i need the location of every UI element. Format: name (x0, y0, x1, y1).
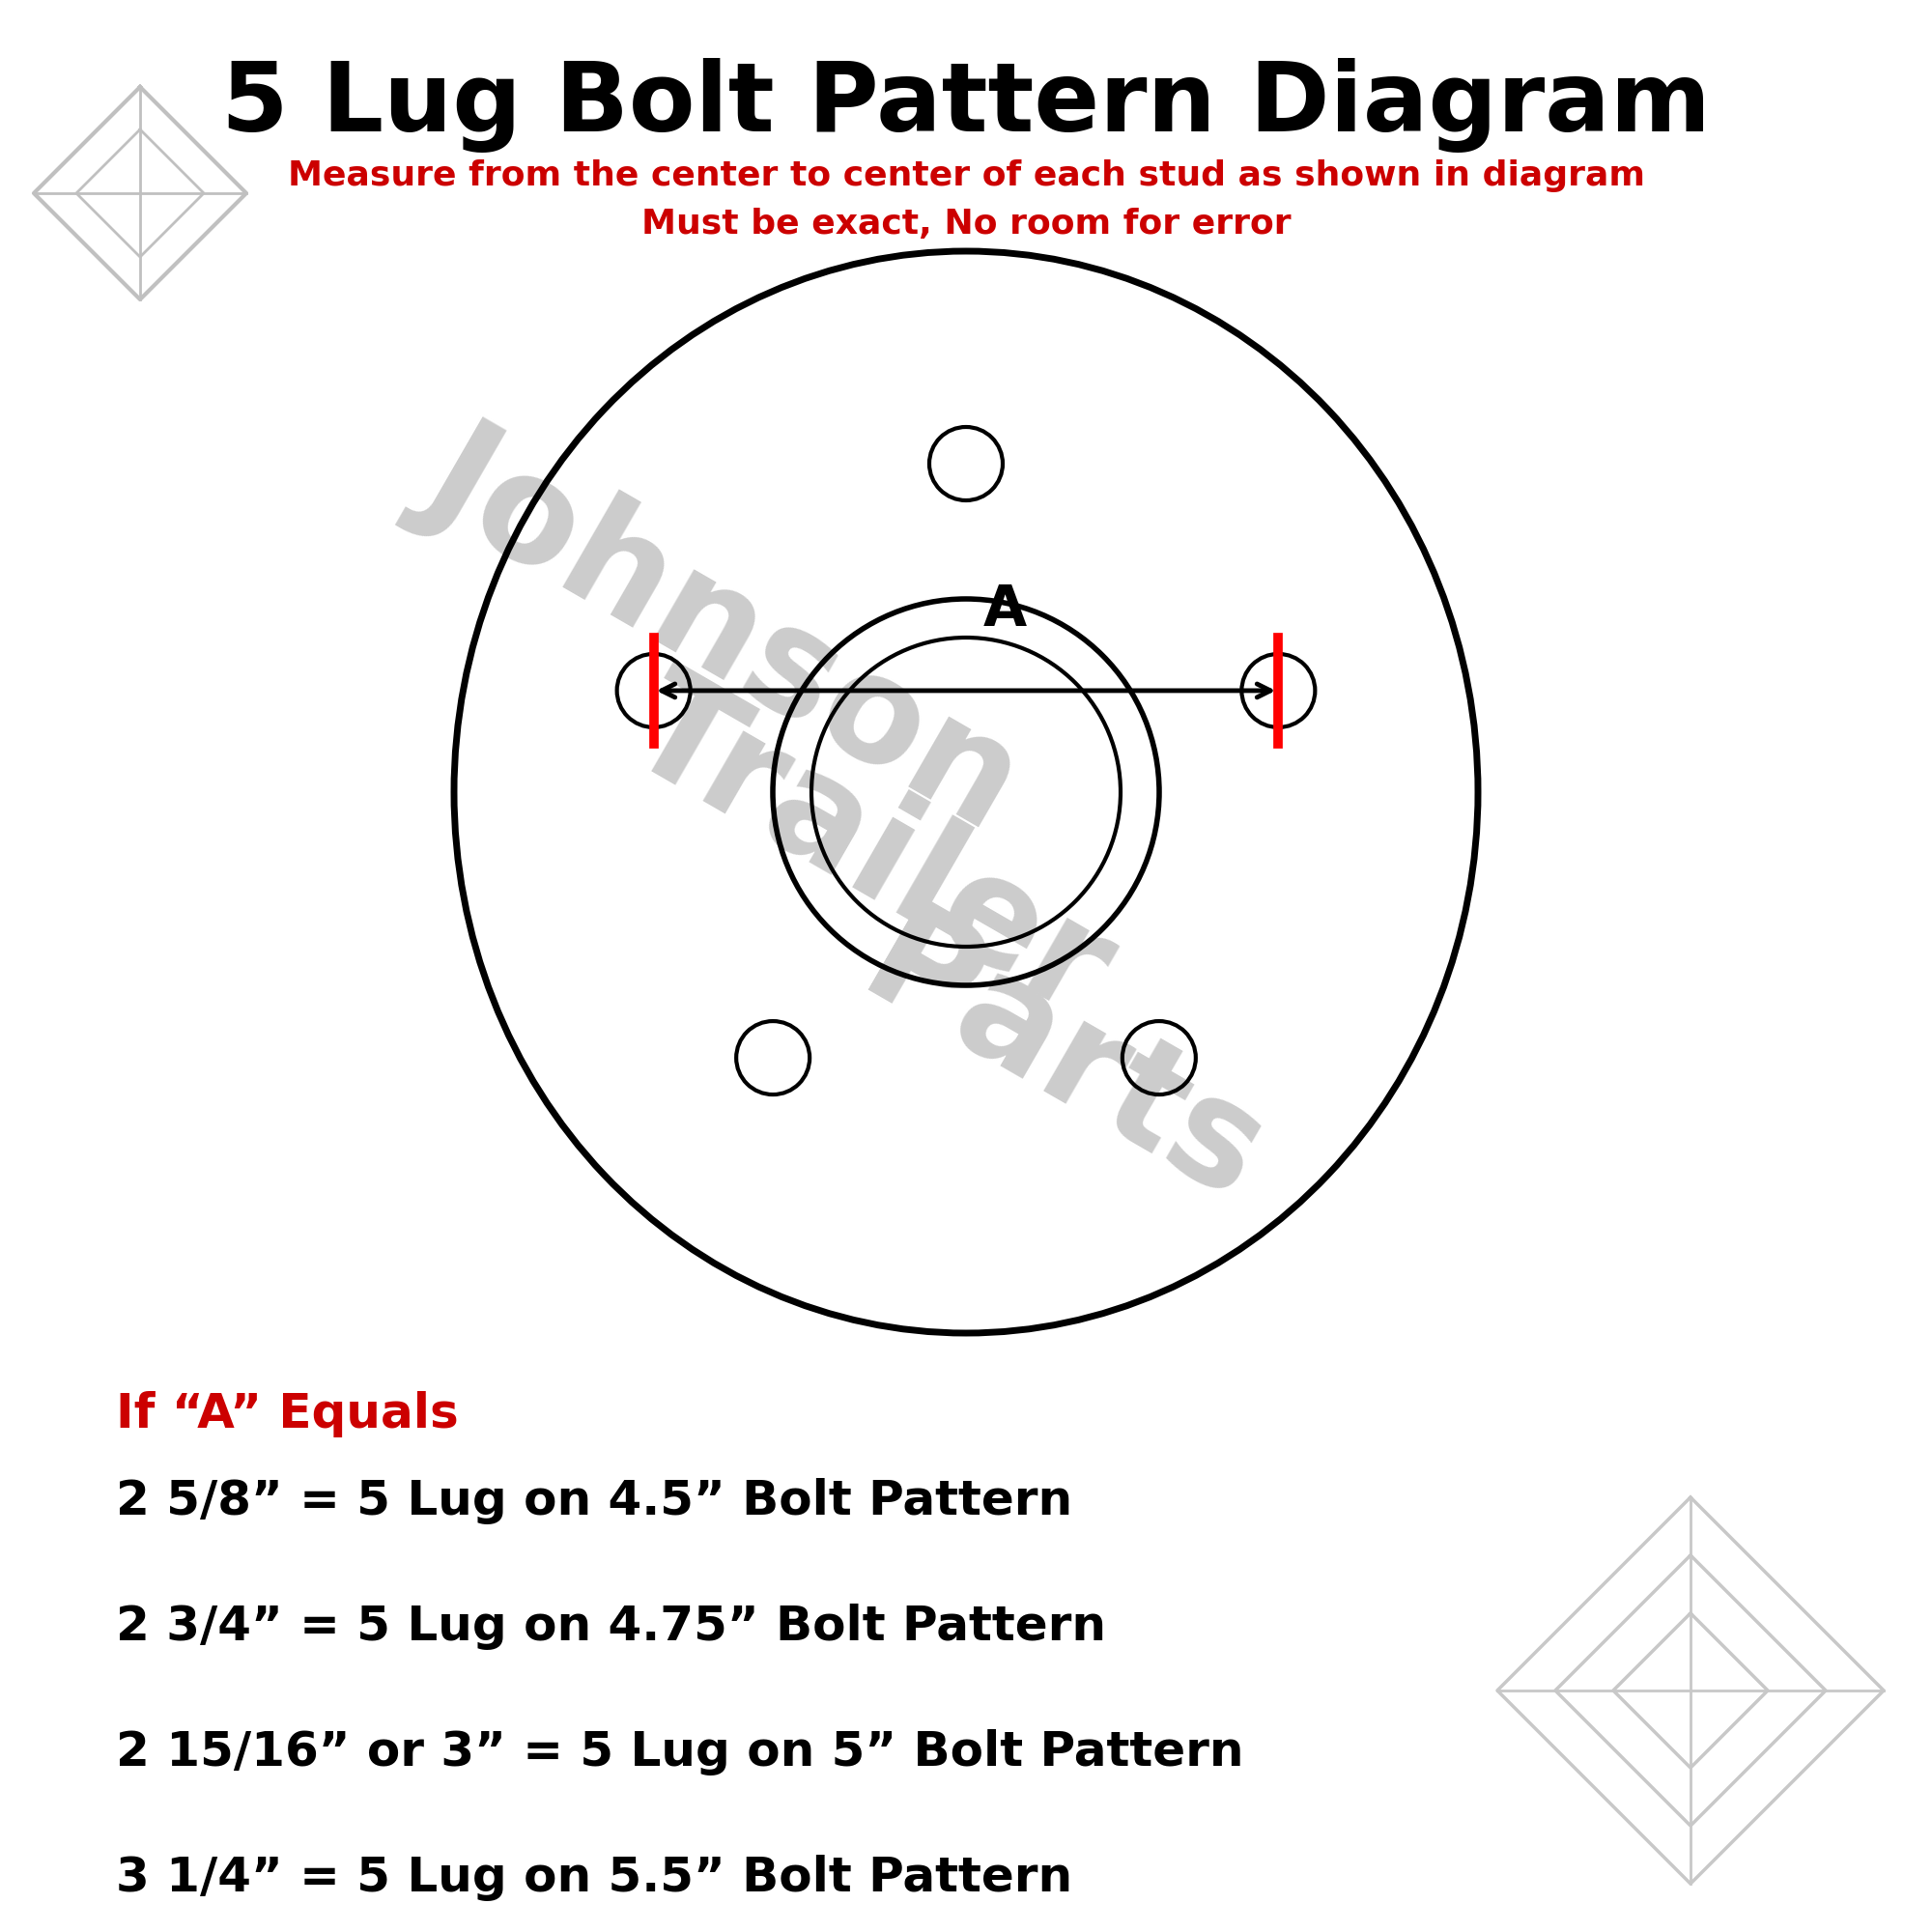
Text: Johnson: Johnson (402, 400, 1047, 856)
Text: 3 1/4” = 5 Lug on 5.5” Bolt Pattern: 3 1/4” = 5 Lug on 5.5” Bolt Pattern (116, 1855, 1072, 1901)
Text: Trailer: Trailer (603, 655, 1136, 1045)
Text: If “A” Equals: If “A” Equals (116, 1391, 458, 1437)
Text: 2 15/16” or 3” = 5 Lug on 5” Bolt Pattern: 2 15/16” or 3” = 5 Lug on 5” Bolt Patter… (116, 1729, 1244, 1776)
Text: 5 Lug Bolt Pattern Diagram: 5 Lug Bolt Pattern Diagram (222, 58, 1710, 153)
Text: 2 3/4” = 5 Lug on 4.75” Bolt Pattern: 2 3/4” = 5 Lug on 4.75” Bolt Pattern (116, 1604, 1105, 1650)
Text: A: A (983, 582, 1026, 638)
Text: 2 5/8” = 5 Lug on 4.5” Bolt Pattern: 2 5/8” = 5 Lug on 4.5” Bolt Pattern (116, 1478, 1072, 1524)
Text: Must be exact, No room for error: Must be exact, No room for error (641, 207, 1291, 240)
Text: Parts: Parts (838, 891, 1287, 1235)
Text: Measure from the center to center of each stud as shown in diagram: Measure from the center to center of eac… (288, 160, 1644, 193)
